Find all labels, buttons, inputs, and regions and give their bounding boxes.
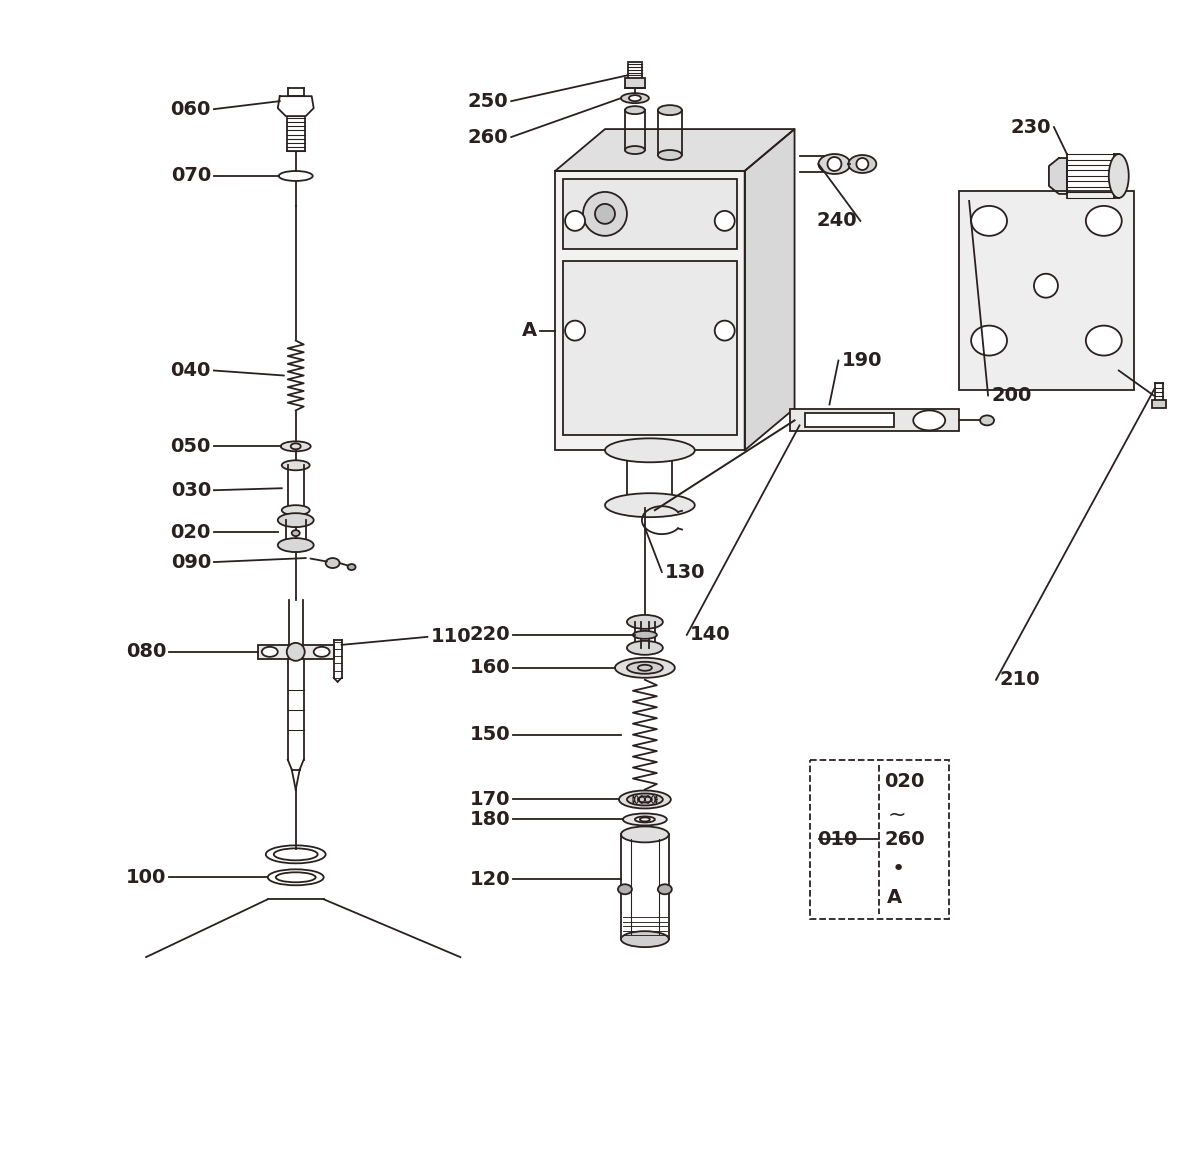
Circle shape — [287, 642, 305, 661]
Text: 150: 150 — [469, 725, 510, 744]
Text: 180: 180 — [469, 809, 510, 829]
Circle shape — [715, 321, 734, 341]
Ellipse shape — [629, 95, 641, 102]
Ellipse shape — [281, 442, 311, 451]
Circle shape — [595, 204, 614, 224]
Ellipse shape — [292, 530, 300, 536]
Bar — [790, 410, 959, 431]
Bar — [810, 759, 949, 919]
Text: 140: 140 — [690, 625, 731, 645]
Text: 030: 030 — [170, 481, 211, 500]
Text: 060: 060 — [170, 99, 211, 119]
Text: A: A — [887, 888, 902, 906]
Ellipse shape — [632, 631, 656, 639]
Ellipse shape — [605, 438, 695, 463]
Bar — [1152, 401, 1165, 409]
Ellipse shape — [262, 647, 277, 656]
Ellipse shape — [625, 146, 644, 154]
Ellipse shape — [818, 154, 851, 174]
Text: 240: 240 — [817, 211, 857, 230]
Ellipse shape — [620, 93, 649, 103]
Text: 260: 260 — [468, 127, 509, 146]
Ellipse shape — [625, 106, 644, 114]
Text: 210: 210 — [1000, 670, 1039, 689]
Ellipse shape — [605, 493, 695, 517]
Ellipse shape — [626, 641, 662, 655]
Text: 090: 090 — [170, 552, 211, 571]
Ellipse shape — [325, 558, 340, 568]
Polygon shape — [745, 130, 794, 451]
Circle shape — [1034, 273, 1058, 298]
Text: 200: 200 — [991, 385, 1032, 405]
Bar — [959, 190, 1134, 390]
Text: 260: 260 — [884, 830, 925, 849]
Bar — [804, 413, 894, 427]
Ellipse shape — [980, 416, 994, 425]
Text: 020: 020 — [170, 522, 211, 542]
Text: 110: 110 — [431, 627, 472, 646]
Ellipse shape — [823, 157, 835, 172]
Circle shape — [583, 192, 626, 236]
Bar — [258, 645, 334, 659]
Ellipse shape — [282, 506, 310, 515]
Ellipse shape — [658, 105, 682, 116]
Ellipse shape — [620, 827, 668, 842]
Circle shape — [715, 211, 734, 231]
Ellipse shape — [848, 155, 876, 173]
Ellipse shape — [348, 564, 355, 570]
Text: ~: ~ — [887, 805, 906, 825]
Text: 230: 230 — [1010, 118, 1051, 137]
Circle shape — [565, 321, 586, 341]
Ellipse shape — [1086, 206, 1122, 236]
Text: 160: 160 — [469, 659, 510, 677]
Ellipse shape — [913, 410, 946, 430]
Ellipse shape — [313, 647, 330, 656]
Ellipse shape — [971, 326, 1007, 355]
Ellipse shape — [277, 513, 313, 527]
Ellipse shape — [626, 614, 662, 628]
Bar — [556, 171, 745, 451]
Text: 070: 070 — [170, 167, 211, 186]
Ellipse shape — [971, 206, 1007, 236]
Text: 190: 190 — [841, 352, 882, 370]
Circle shape — [828, 157, 841, 171]
Text: 080: 080 — [126, 642, 166, 661]
Ellipse shape — [626, 793, 662, 806]
Text: 170: 170 — [469, 790, 510, 809]
Ellipse shape — [623, 813, 667, 826]
Text: 130: 130 — [665, 563, 706, 582]
Ellipse shape — [626, 662, 662, 674]
Text: 010: 010 — [817, 830, 858, 849]
Text: 020: 020 — [884, 772, 925, 791]
Circle shape — [857, 158, 869, 171]
Ellipse shape — [619, 791, 671, 808]
Polygon shape — [556, 130, 794, 171]
Text: 100: 100 — [126, 868, 166, 887]
Bar — [563, 179, 737, 249]
Bar — [625, 78, 644, 88]
Text: •: • — [892, 860, 905, 880]
Text: 050: 050 — [170, 437, 211, 456]
Text: 120: 120 — [469, 870, 510, 889]
Text: 040: 040 — [170, 361, 211, 380]
Text: 250: 250 — [468, 91, 509, 111]
Ellipse shape — [1109, 154, 1129, 197]
Text: A: A — [522, 321, 538, 340]
Ellipse shape — [658, 884, 672, 895]
Ellipse shape — [635, 816, 655, 822]
Text: 220: 220 — [469, 625, 510, 645]
Polygon shape — [1049, 158, 1067, 194]
Ellipse shape — [614, 658, 674, 677]
Circle shape — [565, 211, 586, 231]
Ellipse shape — [658, 150, 682, 160]
Ellipse shape — [618, 884, 632, 895]
Ellipse shape — [282, 460, 310, 471]
Ellipse shape — [620, 931, 668, 947]
Bar — [563, 260, 737, 436]
Ellipse shape — [1086, 326, 1122, 355]
Ellipse shape — [277, 538, 313, 552]
